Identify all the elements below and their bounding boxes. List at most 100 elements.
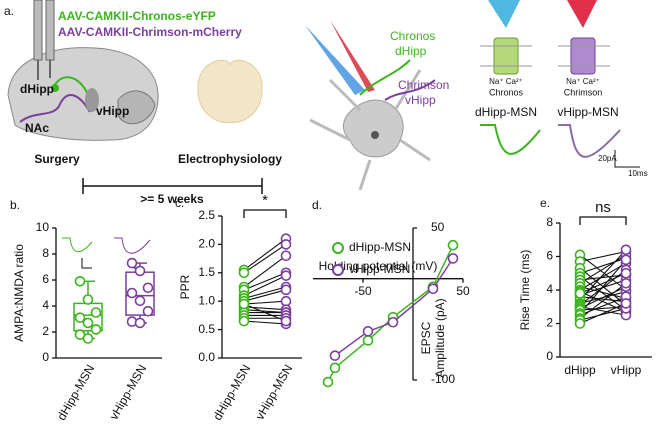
data-point [82, 333, 94, 344]
y-tick-label: 2.0 [198, 237, 215, 251]
data-point [82, 317, 94, 329]
pair-line [579, 249, 627, 301]
data-point [134, 295, 146, 307]
stage-label: Electrophysiology [178, 152, 282, 166]
light-label: vHipp [405, 93, 436, 107]
data-point [620, 298, 632, 309]
panel-label: a. [4, 4, 14, 18]
data-point [620, 244, 632, 256]
data-point [90, 307, 102, 318]
data-point [322, 376, 334, 388]
pair-line [243, 306, 287, 311]
y-axis-label: EPSC [419, 321, 433, 354]
significance-bracket [243, 209, 287, 218]
ion-label: Na⁺ Ca²⁺ [566, 77, 600, 86]
scale-label: 10ms [628, 169, 648, 178]
y-tick-label: 4 [42, 298, 49, 312]
data-point [74, 275, 86, 287]
pair-line [579, 306, 627, 316]
pair-line [243, 275, 287, 297]
data-point [280, 315, 292, 327]
panel-a-art [7, 0, 640, 269]
y-tick-label: 0 [42, 350, 49, 364]
trace-label: dHipp-MSN [475, 105, 537, 119]
legend-marker [332, 264, 344, 276]
pair-line [579, 296, 627, 303]
y-axis-label: Rise Time (ms) [518, 250, 532, 331]
pair-line [243, 303, 287, 322]
data-point [329, 350, 341, 361]
pair-line [579, 257, 627, 274]
data-point [238, 315, 250, 327]
interval-label: >= 5 weeks [140, 192, 204, 206]
pair-line [243, 272, 287, 291]
scale-label: 20pA [598, 154, 617, 163]
pair-line [243, 286, 287, 299]
y-axis-label: PPR [178, 274, 192, 299]
y-tick-label: -100 [431, 372, 455, 386]
panel-label: e. [540, 196, 550, 210]
pair-line [579, 254, 627, 284]
region-label: dHipp [20, 82, 54, 96]
x-axis-label: Holding potential (mV) [319, 259, 438, 273]
y-axis-label: AMPA:NMDA ratio [12, 244, 26, 342]
stage-label: Surgery [34, 152, 80, 166]
y-tick-label: 1.5 [198, 265, 215, 279]
panel-label: b. [10, 198, 20, 212]
data-point [126, 257, 138, 269]
data-point [362, 326, 374, 337]
pair-line [579, 250, 627, 263]
data-point [90, 324, 102, 335]
y-axis-label: Amplitude (pA) [433, 298, 447, 377]
pair-line [579, 272, 627, 294]
data-point [620, 254, 632, 266]
significance-label: * [262, 192, 268, 209]
data-point [280, 239, 292, 250]
data-point [280, 284, 292, 296]
x-tick-label: vHipp-MSN [107, 362, 150, 422]
data-point [280, 295, 292, 307]
channel-label: Chrimson [564, 87, 603, 97]
x-tick-label: dHipp-MSN [54, 362, 97, 423]
data-point [280, 250, 292, 262]
data-point [74, 312, 86, 324]
pair-line [579, 254, 627, 291]
pair-line [579, 259, 627, 314]
trace-label: vHipp-MSN [557, 105, 618, 119]
data-point [142, 282, 154, 294]
pair-line [579, 276, 627, 311]
pair-line [243, 300, 287, 305]
pair-line [243, 320, 287, 325]
region-label: vHipp [96, 104, 129, 118]
pair-line [243, 243, 287, 274]
x-tick-label: vHipp [611, 363, 642, 377]
channel-label: Chronos [489, 87, 524, 97]
region-label: NAc [25, 121, 49, 135]
pair-line [243, 255, 287, 288]
legend-label: vHipp-MSN [349, 262, 410, 276]
y-tick-label: 10 [36, 220, 50, 234]
legend-marker [332, 242, 344, 254]
data-point [82, 294, 94, 305]
pair-line [579, 262, 627, 291]
light-label: Chronos [390, 29, 435, 43]
data-point [280, 270, 292, 281]
significance-label: ns [595, 199, 611, 216]
y-tick-label: 8 [42, 246, 49, 260]
data-point [134, 265, 146, 277]
y-tick-label: 0.5 [198, 322, 215, 336]
data-point [134, 317, 146, 329]
data-point [620, 267, 632, 279]
data-point [238, 298, 250, 310]
data-point [447, 239, 459, 251]
panel-label: d. [312, 198, 322, 212]
y-tick-label: 6 [546, 249, 553, 263]
data-point [126, 287, 138, 299]
light-label: Chrimson [398, 78, 449, 92]
pair-line [579, 291, 627, 313]
y-tick-label: 6 [42, 272, 49, 286]
y-tick-label: 4 [546, 282, 553, 296]
pair-line [579, 307, 627, 321]
virus-label: AAV-CAMKII-Chrimson-mCherry [58, 25, 242, 39]
